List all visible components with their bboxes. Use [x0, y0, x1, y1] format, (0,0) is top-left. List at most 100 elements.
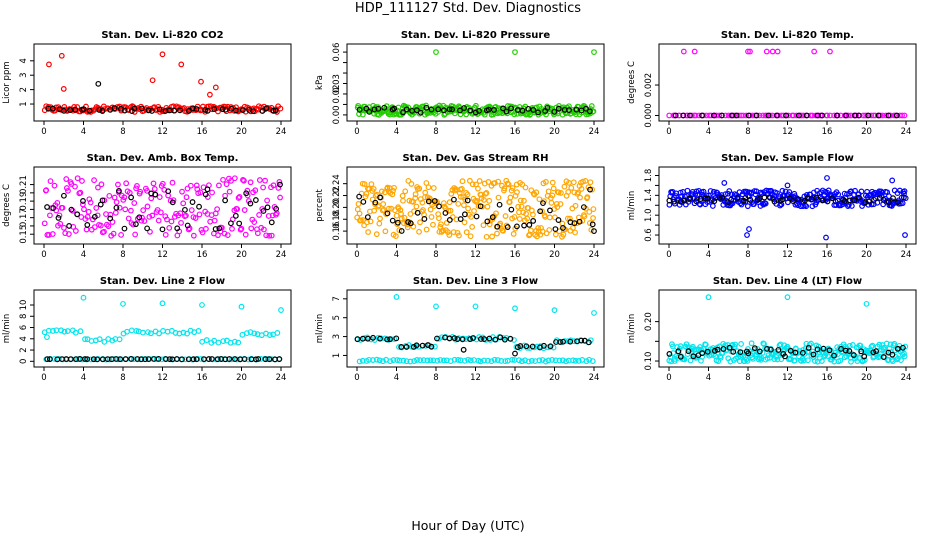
- data-point-mean: [111, 105, 118, 112]
- data-point-all: [277, 194, 283, 201]
- data-point-mean: [138, 105, 145, 112]
- data-point-all: [356, 358, 363, 365]
- data-point-all: [577, 194, 583, 201]
- data-point-mean: [457, 216, 464, 222]
- data-point-mean: [567, 338, 574, 345]
- data-point-all: [199, 338, 206, 345]
- data-point-all: [528, 357, 535, 364]
- data-point-mean: [484, 218, 491, 225]
- data-point-all: [98, 181, 105, 188]
- data-point-all: [494, 230, 500, 237]
- y-tick-label: 4: [19, 336, 29, 341]
- data-point-mean: [865, 198, 872, 205]
- data-point-all: [82, 336, 88, 343]
- data-point-mean: [434, 335, 440, 342]
- x-tick-label: 16: [197, 373, 208, 383]
- data-point-all: [389, 191, 396, 198]
- plot-frame: [346, 289, 605, 368]
- data-point-mean: [268, 219, 275, 226]
- data-point-mean: [410, 343, 417, 350]
- data-point-all: [149, 212, 156, 219]
- data-point-all: [242, 231, 249, 238]
- data-point-outlier: [551, 307, 558, 314]
- data-point-all: [713, 112, 720, 119]
- data-point-outlier: [120, 300, 126, 307]
- data-point-outlier: [763, 48, 770, 55]
- data-point-all: [469, 181, 476, 188]
- data-point-all: [91, 177, 97, 184]
- data-point-all: [748, 340, 755, 347]
- data-point-all: [493, 210, 499, 217]
- data-point-mean: [834, 112, 840, 119]
- x-tick-label: 24: [589, 373, 600, 383]
- data-point-all: [432, 343, 438, 350]
- data-point-all: [130, 221, 137, 228]
- x-tick-label: 24: [276, 250, 287, 260]
- data-point-mean: [856, 112, 862, 119]
- data-point-all: [491, 356, 498, 363]
- y-tick-label: 2: [19, 347, 29, 352]
- data-point-mean: [61, 107, 67, 114]
- data-point-all: [376, 357, 383, 364]
- data-point-mean: [214, 356, 221, 363]
- data-point-outlier: [591, 228, 597, 235]
- y-axis-title: ml/min: [315, 314, 325, 344]
- data-point-mean: [96, 107, 103, 113]
- x-tick-label: 12: [157, 127, 168, 137]
- data-point-all: [241, 207, 248, 213]
- data-point-mean: [733, 112, 740, 119]
- data-point-all: [579, 217, 586, 224]
- data-point-mean: [862, 199, 869, 206]
- data-point-all: [156, 194, 163, 201]
- data-point-outlier: [212, 84, 219, 91]
- x-tick-label: 4: [81, 127, 86, 137]
- data-point-mean: [557, 339, 563, 345]
- data-point-all: [524, 215, 531, 222]
- x-tick-label: 4: [394, 373, 399, 383]
- data-point-all: [557, 190, 564, 196]
- data-point-outlier: [159, 300, 166, 307]
- data-point-all: [216, 182, 222, 189]
- y-tick-label: 3: [332, 334, 342, 339]
- data-point-all: [709, 203, 716, 209]
- data-point-all: [54, 199, 61, 206]
- data-point-mean: [99, 108, 106, 114]
- data-point-all: [440, 200, 447, 207]
- data-point-all: [391, 184, 397, 191]
- data-point-all: [795, 202, 801, 209]
- data-point-all: [467, 233, 474, 240]
- data-point-mean: [560, 338, 566, 345]
- x-tick-label: 8: [120, 127, 125, 137]
- data-point-all: [371, 207, 378, 214]
- data-point-all: [247, 179, 254, 186]
- data-point-all: [707, 188, 714, 194]
- data-point-mean: [384, 336, 391, 343]
- data-point-mean: [530, 107, 537, 113]
- data-point-mean: [371, 106, 378, 113]
- data-point-outlier: [198, 78, 204, 85]
- data-point-all: [147, 330, 154, 337]
- data-point-mean: [414, 209, 421, 216]
- data-point-mean: [94, 356, 101, 363]
- data-point-all: [759, 349, 766, 356]
- data-point-mean: [775, 347, 782, 353]
- data-point-mean: [99, 197, 106, 204]
- data-point-mean: [263, 105, 270, 112]
- data-point-all: [137, 188, 144, 195]
- x-tick-label: 4: [394, 250, 399, 260]
- data-point-all: [485, 179, 492, 185]
- data-point-all: [413, 203, 420, 210]
- data-point-all: [131, 356, 137, 363]
- data-point-all: [125, 215, 132, 222]
- x-tick-label: 8: [745, 250, 750, 260]
- data-point-all: [509, 356, 516, 363]
- data-point-all: [831, 112, 838, 119]
- data-point-mean: [266, 356, 273, 363]
- data-point-mean: [270, 107, 277, 114]
- data-point-mean: [805, 345, 812, 351]
- data-point-mean: [174, 225, 181, 232]
- data-point-all: [482, 190, 489, 197]
- data-point-mean: [44, 204, 50, 210]
- data-point-all: [387, 358, 394, 365]
- data-point-mean: [148, 108, 155, 114]
